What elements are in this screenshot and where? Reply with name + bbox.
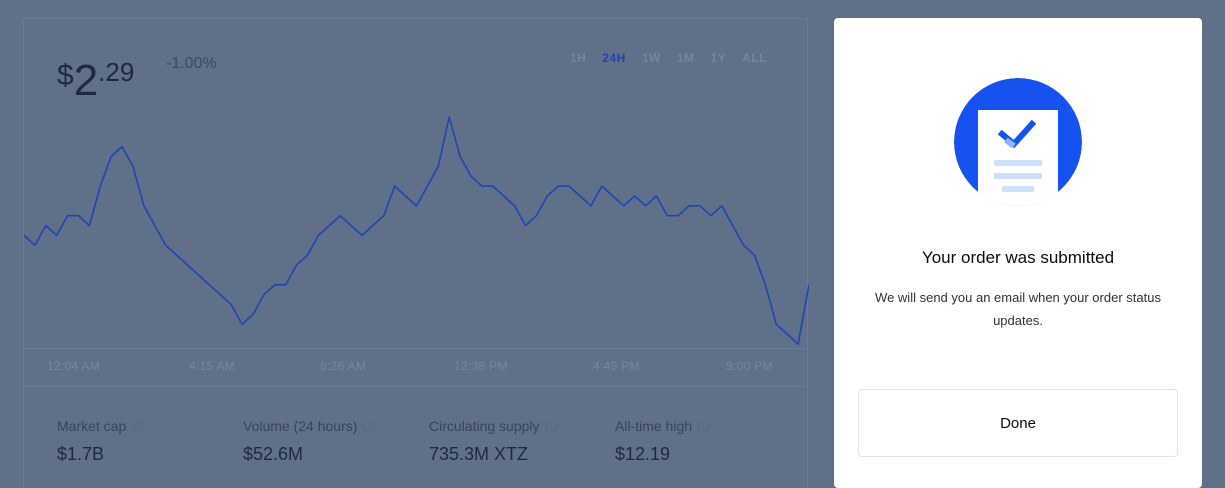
info-icon[interactable]: i bbox=[363, 420, 375, 432]
range-tab-1y[interactable]: 1Y bbox=[710, 51, 727, 65]
x-tick-label: 9:00 PM bbox=[726, 359, 773, 373]
info-icon[interactable]: i bbox=[698, 420, 710, 432]
price-series-line bbox=[24, 116, 809, 345]
stat-label: Circulating supply bbox=[429, 418, 540, 434]
range-tab-1w[interactable]: 1W bbox=[641, 51, 661, 65]
x-tick-label: 12:38 PM bbox=[454, 359, 508, 373]
x-axis-labels: 12:04 AM 4:15 AM 8:26 AM 12:38 PM 4:49 P… bbox=[24, 359, 809, 375]
stats-divider bbox=[24, 386, 809, 387]
x-tick-label: 4:15 AM bbox=[189, 359, 236, 373]
x-tick-label: 8:26 AM bbox=[320, 359, 367, 373]
stat-value: $1.7B bbox=[57, 444, 105, 464]
range-tab-1m[interactable]: 1M bbox=[676, 51, 695, 65]
x-tick-label: 4:49 PM bbox=[593, 359, 640, 373]
stat-value: $12.19 bbox=[615, 444, 671, 464]
order-submitted-modal: Your order was submitted We will send yo… bbox=[834, 18, 1202, 488]
modal-title: Your order was submitted bbox=[921, 248, 1115, 267]
range-tab-1h[interactable]: 1H bbox=[569, 51, 587, 65]
done-button[interactable]: Done bbox=[858, 389, 1178, 457]
x-tick-label: 12:04 AM bbox=[47, 359, 101, 373]
price-line-chart bbox=[24, 116, 809, 345]
info-icon[interactable]: i bbox=[545, 420, 557, 432]
order-document-check-icon bbox=[954, 78, 1082, 206]
modal-message: We will send you an email when your orde… bbox=[875, 290, 1161, 328]
stat-all-time-high: All-time high i $12.19 bbox=[615, 418, 710, 465]
stat-value: 735.3M XTZ bbox=[429, 444, 529, 464]
price-cents: .29 bbox=[98, 57, 135, 87]
price-whole: 2 bbox=[73, 56, 99, 105]
stat-label: All-time high bbox=[615, 418, 693, 434]
stat-volume: Volume (24 hours) i $52.6M bbox=[243, 418, 375, 465]
stat-circulating-supply: Circulating supply i 735.3M XTZ bbox=[429, 418, 557, 465]
price-chart-card: $2.29 -1.00% 1H 24H 1W 1M 1Y ALL 12:04 A… bbox=[23, 18, 809, 488]
info-icon[interactable]: i bbox=[132, 420, 144, 432]
time-range-tabs: 1H 24H 1W 1M 1Y ALL bbox=[570, 51, 767, 65]
stat-value: $52.6M bbox=[243, 444, 304, 464]
stat-label: Market cap bbox=[57, 418, 127, 434]
current-price: $2.29 bbox=[57, 55, 134, 107]
stat-market-cap: Market cap i $1.7B bbox=[57, 418, 144, 465]
range-tab-24h[interactable]: 24H bbox=[602, 51, 626, 65]
x-axis-line bbox=[24, 348, 809, 349]
stat-label: Volume (24 hours) bbox=[243, 418, 358, 434]
price-change: -1.00% bbox=[166, 55, 217, 72]
price-currency: $ bbox=[57, 59, 74, 92]
range-tab-all[interactable]: ALL bbox=[742, 51, 767, 65]
